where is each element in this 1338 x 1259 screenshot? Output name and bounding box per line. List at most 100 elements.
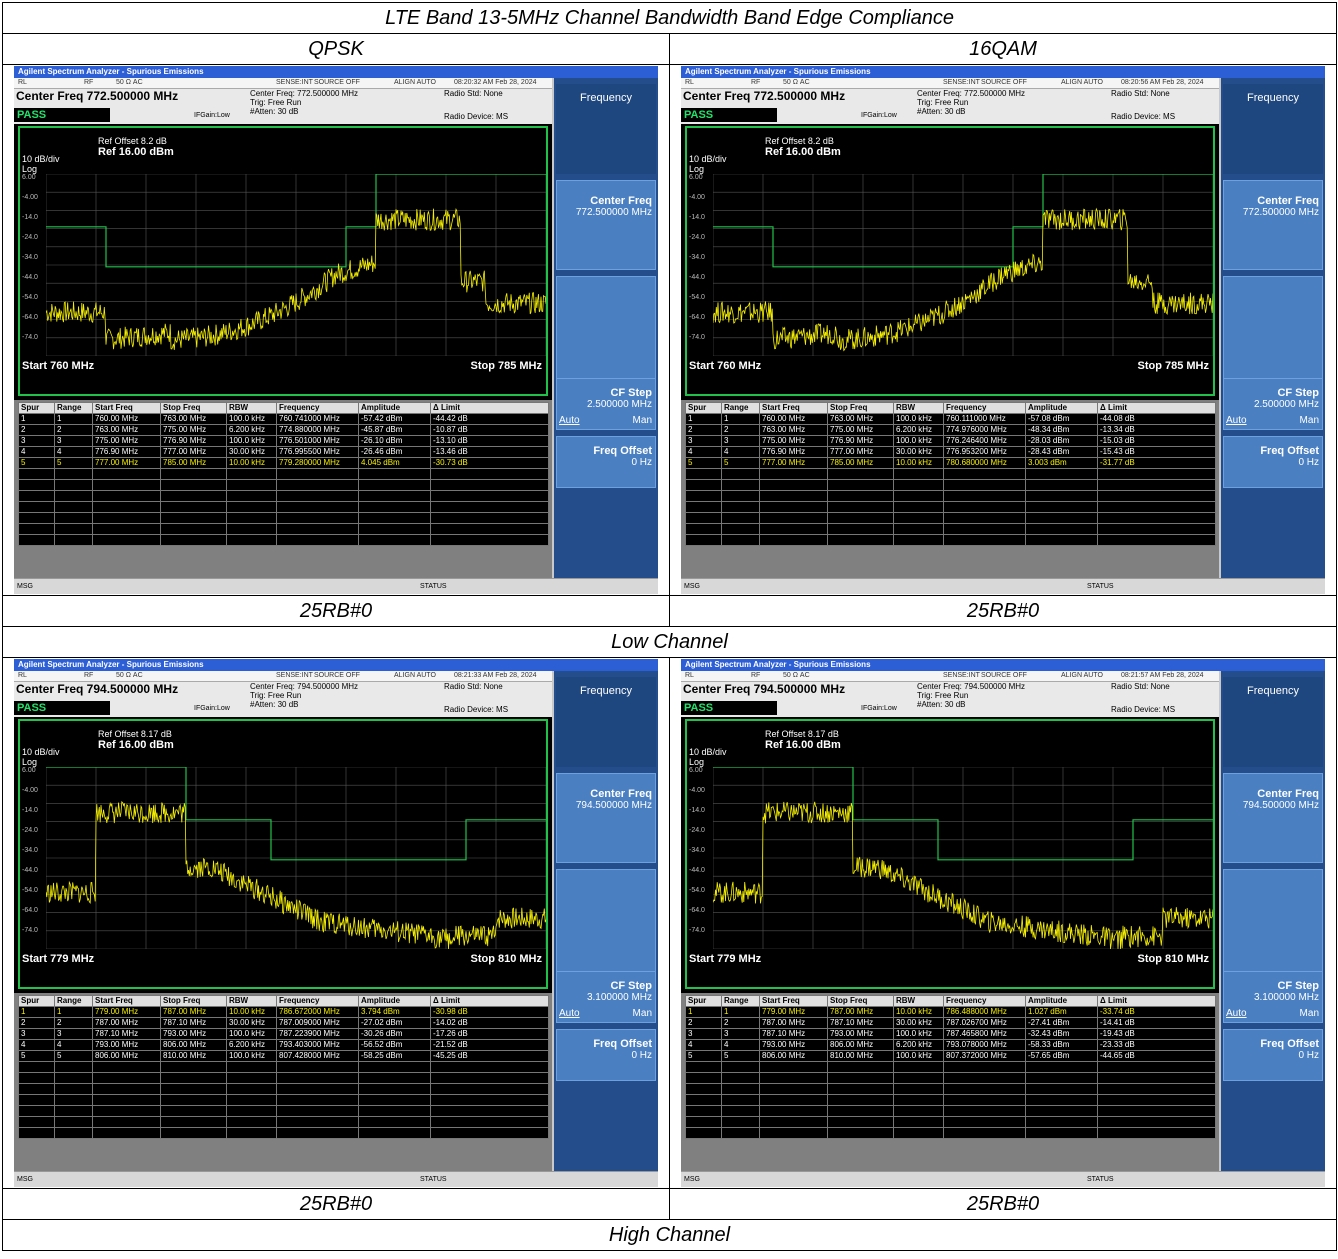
table-cell [18,534,55,546]
empty-row [18,490,549,502]
spectrum-trace-svg [713,174,1213,356]
table-cell: 3 [54,1028,93,1040]
table-row[interactable]: 4 4 793.00 MHz 806.00 MHz 6.200 kHz 793.40300… [18,1039,549,1051]
table-row[interactable]: 5 5 806.00 MHz 810.00 MHz 100.0 kHz 807.42800… [18,1050,549,1062]
center-freq-softkey[interactable]: Center Freq 794.500000 MHz [1223,773,1323,863]
table-cell [943,479,1026,491]
softkey-label: CF Step [610,387,652,399]
table-cell: 760.00 MHz [759,413,828,425]
auto-option[interactable]: Auto [1226,1008,1247,1019]
auto-option[interactable]: Auto [559,1008,580,1019]
softkey-label: Center Freq [1257,195,1319,207]
status-source: SOURCE OFF [981,79,1027,86]
table-cell [721,523,760,535]
y-tick-label: -4.00 [689,194,705,201]
table-row[interactable]: 1 1 779.00 MHz 787.00 MHz 10.00 kHz 786.67200… [18,1006,549,1018]
table-cell [276,512,359,524]
center-freq-softkey[interactable]: Center Freq 772.500000 MHz [556,180,656,270]
table-cell: 2 [18,424,55,436]
table-cell [358,1116,431,1128]
status-rl: RL [18,672,27,679]
man-option[interactable]: Man [1299,1008,1319,1019]
table-cell: 776.90 MHz [827,435,894,447]
window-titlebar: Agilent Spectrum Analyzer - Spurious Emi… [681,66,1325,78]
table-cell: 786.672000 MHz [276,1006,359,1018]
table-cell [276,1072,359,1084]
table-row[interactable]: 4 4 793.00 MHz 806.00 MHz 6.200 kHz 793.07800… [685,1039,1216,1051]
table-cell [827,1116,894,1128]
table-cell: 776.90 MHz [759,446,828,458]
softkey-label: Center Freq [590,788,652,800]
table-cell [827,490,894,502]
freq-offset-softkey[interactable]: Freq Offset 0 Hz [1223,1029,1323,1081]
cf-step-softkey[interactable]: CF Step 2.500000 MHz Auto Man [556,378,656,430]
shot-caption: 25RB#0 [2,595,670,627]
cf-step-softkey[interactable]: CF Step 3.100000 MHz Auto Man [556,971,656,1023]
table-cell: -30.73 dB [430,457,549,469]
freq-offset-softkey[interactable]: Freq Offset 0 Hz [556,436,656,488]
table-row[interactable]: 3 3 775.00 MHz 776.90 MHz 100.0 kHz 776.24640… [685,435,1216,447]
table-cell: 806.00 MHz [827,1039,894,1051]
ifgain-info: IFGain:Low [861,705,897,712]
table-row[interactable]: 1 1 760.00 MHz 763.00 MHz 100.0 kHz 760.74100… [18,413,549,425]
table-cell [54,1061,93,1073]
table-row[interactable]: 4 4 776.90 MHz 777.00 MHz 30.00 kHz 776.99550… [18,446,549,458]
man-option[interactable]: Man [1299,415,1319,426]
table-cell [943,1072,1026,1084]
table-cell [685,1072,722,1084]
atten-info: #Atten: 30 dB [250,700,299,709]
spectrum-trace-svg [46,174,546,356]
table-cell: 100.0 kHz [226,413,277,425]
table-cell: -14.41 dB [1097,1017,1216,1029]
table-row[interactable]: 3 3 775.00 MHz 776.90 MHz 100.0 kHz 776.50100… [18,435,549,447]
column-header: Spur [685,402,722,414]
table-cell: 3 [685,1028,722,1040]
y-tick-label: -74.0 [22,334,38,341]
table-row[interactable]: 2 2 787.00 MHz 787.10 MHz 30.00 kHz 787.00900… [18,1017,549,1029]
table-cell [721,490,760,502]
table-cell [226,1116,277,1128]
table-row[interactable]: 5 5 806.00 MHz 810.00 MHz 100.0 kHz 807.37200… [685,1050,1216,1062]
freq-offset-softkey[interactable]: Freq Offset 0 Hz [556,1029,656,1081]
table-cell [276,468,359,480]
ifgain-info: IFGain:Low [194,705,230,712]
cf-step-softkey[interactable]: CF Step 3.100000 MHz Auto Man [1223,971,1323,1023]
table-row[interactable]: 4 4 776.90 MHz 777.00 MHz 30.00 kHz 776.95320… [685,446,1216,458]
table-cell: 2 [685,1017,722,1029]
table-row[interactable]: 3 3 787.10 MHz 793.00 MHz 100.0 kHz 787.46580… [685,1028,1216,1040]
table-row[interactable]: 1 1 760.00 MHz 763.00 MHz 100.0 kHz 760.11100… [685,413,1216,425]
spur-table-area: Spur Range Start Freq Stop Freq RBW Frequency… [681,993,1219,1171]
man-option[interactable]: Man [632,1008,652,1019]
auto-option[interactable]: Auto [1226,415,1247,426]
table-cell [893,1094,944,1106]
table-row[interactable]: 5 5 777.00 MHz 785.00 MHz 10.00 kHz 779.28000… [18,457,549,469]
y-tick-label: 6.00 [22,767,36,774]
empty-row [685,523,1216,535]
table-row[interactable]: 2 2 763.00 MHz 775.00 MHz 6.200 kHz 774.88000… [18,424,549,436]
column-header: Spur [685,995,722,1007]
table-row[interactable]: 1 1 779.00 MHz 787.00 MHz 10.00 kHz 786.48800… [685,1006,1216,1018]
table-row[interactable]: 3 3 787.10 MHz 793.00 MHz 100.0 kHz 787.22390… [18,1028,549,1040]
man-option[interactable]: Man [632,415,652,426]
table-cell: 3 [54,435,93,447]
table-cell: -44.08 dB [1097,413,1216,425]
window-titlebar: Agilent Spectrum Analyzer - Spurious Emi… [14,66,658,78]
spectrum-trace [713,801,1213,949]
table-row[interactable]: 2 2 763.00 MHz 775.00 MHz 6.200 kHz 774.97600… [685,424,1216,436]
radio-std: Radio Std: None [444,682,503,691]
table-row[interactable]: 5 5 777.00 MHz 785.00 MHz 10.00 kHz 780.68000… [685,457,1216,469]
table-cell [358,1105,431,1117]
freq-offset-softkey[interactable]: Freq Offset 0 Hz [1223,436,1323,488]
center-freq-softkey[interactable]: Center Freq 794.500000 MHz [556,773,656,863]
center-freq-softkey[interactable]: Center Freq 772.500000 MHz [1223,180,1323,270]
spur-table: Spur Range Start Freq Stop Freq RBW Frequency… [18,995,549,1139]
limit-line [713,767,1213,861]
table-cell: -30.98 dB [430,1006,549,1018]
table-row[interactable]: 2 2 787.00 MHz 787.10 MHz 30.00 kHz 787.02670… [685,1017,1216,1029]
table-cell [54,490,93,502]
auto-option[interactable]: Auto [559,415,580,426]
trigger-info: Trig: Free Run [250,98,302,107]
table-cell [160,490,227,502]
cf-step-softkey[interactable]: CF Step 2.500000 MHz Auto Man [1223,378,1323,430]
softkey-value: 794.500000 MHz [575,800,652,811]
